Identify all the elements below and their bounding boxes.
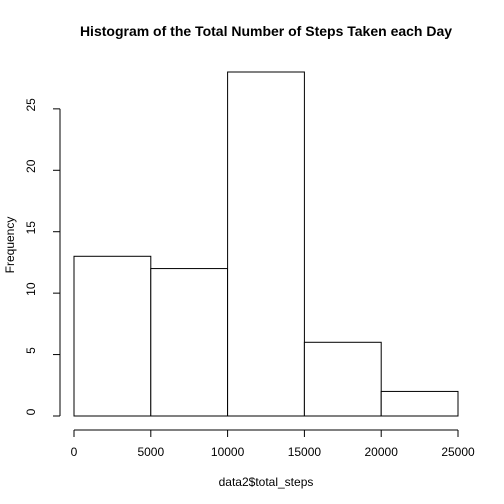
y-axis-label: Frequency — [3, 217, 17, 274]
histogram-bar-4 — [380, 390, 459, 417]
histogram-bar-1 — [150, 268, 229, 417]
histogram-bar-0 — [73, 255, 152, 417]
x-tick-label-0: 0 — [71, 445, 78, 459]
y-tick-label-5: 25 — [24, 98, 38, 112]
bars-group — [73, 71, 459, 417]
x-axis: 0 5000 10000 15000 20000 25000 — [71, 429, 475, 459]
x-tick-label-5: 25000 — [441, 445, 475, 459]
x-tick-label-4: 20000 — [365, 445, 399, 459]
x-tick-label-3: 15000 — [288, 445, 322, 459]
y-tick-label-4: 20 — [24, 159, 38, 173]
x-tick-label-2: 10000 — [211, 445, 245, 459]
y-tick-label-3: 15 — [24, 221, 38, 235]
y-axis: 0 5 10 15 20 25 — [24, 98, 61, 417]
x-tick-label-1: 5000 — [137, 445, 164, 459]
y-tick-label-2: 10 — [24, 282, 38, 296]
histogram-bar-2 — [227, 71, 305, 417]
histogram-bar-3 — [303, 341, 382, 417]
x-axis-label: data2$total_steps — [219, 475, 314, 489]
y-tick-label-0: 0 — [24, 408, 38, 415]
chart-title: Histogram of the Total Number of Steps T… — [80, 23, 452, 39]
y-tick-label-1: 5 — [24, 347, 38, 354]
